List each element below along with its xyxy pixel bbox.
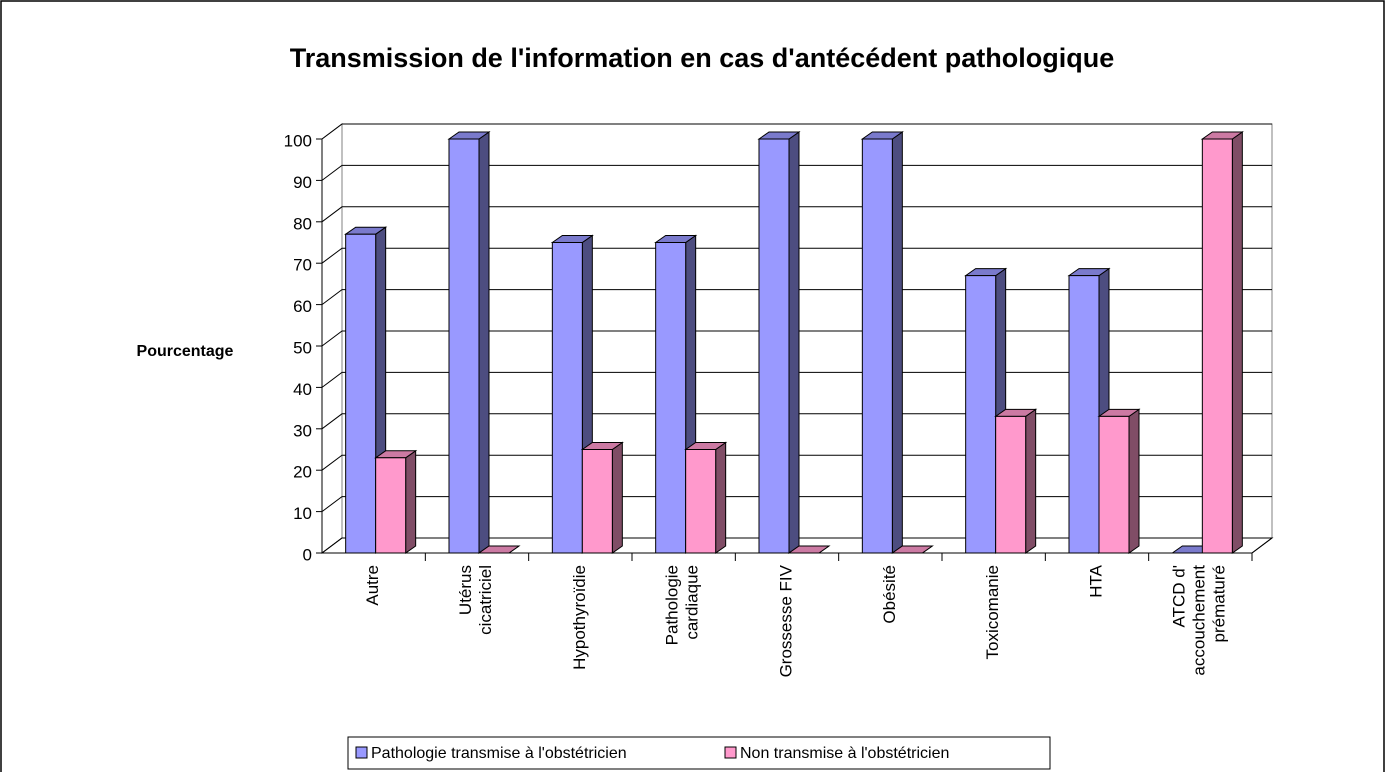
- x-tick-label-group: Hypothyroïdie: [570, 565, 589, 670]
- x-tick-label: Toxicomanie: [983, 565, 1002, 660]
- bar-side: [1231, 131, 1243, 554]
- bar: [758, 138, 790, 554]
- grid-line: [321, 206, 1272, 223]
- x-tick-label-group: Obésité: [880, 565, 899, 624]
- bar-side: [405, 449, 417, 554]
- x-tick-label: Utéruscicatriciel: [456, 565, 495, 635]
- bar: [861, 138, 893, 554]
- legend-box: [347, 736, 1051, 770]
- y-tick-label: 40: [293, 380, 312, 399]
- legend-swatch: [355, 746, 368, 759]
- y-tick-label: 90: [293, 173, 312, 192]
- x-tick-label: Pathologiecardiaque: [663, 565, 702, 645]
- grid-line: [321, 454, 1272, 471]
- x-tick-label-group: HTA: [1086, 564, 1105, 597]
- bar-side: [1128, 408, 1140, 554]
- bar: [1201, 138, 1233, 554]
- bar-top: [890, 545, 934, 554]
- bar-side: [478, 131, 490, 554]
- grid-line: [321, 123, 1272, 140]
- bar: [1068, 275, 1100, 554]
- x-tick-label-group: Toxicomanie: [983, 565, 1002, 660]
- grid-line: [321, 164, 1272, 181]
- bar-side: [1025, 408, 1037, 554]
- bar: [1098, 415, 1130, 554]
- y-tick-label: 30: [293, 421, 312, 440]
- x-tick-label-group: Utéruscicatriciel: [456, 565, 495, 635]
- bar: [448, 138, 480, 554]
- bar: [655, 242, 687, 554]
- bar-top: [787, 545, 831, 554]
- legend-label: Non transmise à l'obstétricien: [740, 745, 949, 762]
- y-tick-label: 60: [293, 297, 312, 316]
- grid-line: [321, 371, 1272, 388]
- floor-edge: [1251, 537, 1273, 554]
- bar: [581, 449, 613, 554]
- chart-title: Transmission de l'information en cas d'a…: [290, 43, 1114, 73]
- bar-side: [788, 131, 800, 554]
- bar: [345, 233, 377, 554]
- y-tick-label: 50: [293, 338, 312, 357]
- bar-side: [891, 131, 903, 554]
- y-tick-label: 20: [293, 463, 312, 482]
- x-tick-label-group: ATCD d'accouchementprématuré: [1170, 565, 1229, 676]
- x-tick-label: Obésité: [880, 565, 899, 624]
- y-tick-label: 70: [293, 256, 312, 275]
- bar: [965, 275, 997, 554]
- grid-line: [321, 537, 1272, 554]
- bar: [375, 457, 407, 554]
- x-tick-label: Grossesse FIV: [776, 564, 795, 677]
- x-tick-label-group: Grossesse FIV: [776, 564, 795, 677]
- bar-side: [715, 441, 727, 554]
- x-tick-label: HTA: [1086, 564, 1105, 597]
- grid-line: [321, 496, 1272, 513]
- grid-line: [321, 247, 1272, 264]
- y-tick-label: 10: [293, 504, 312, 523]
- bar-top: [477, 545, 521, 554]
- x-tick-label-group: Pathologiecardiaque: [663, 565, 702, 645]
- legend-label: Pathologie transmise à l'obstétricien: [371, 745, 627, 762]
- grid-line: [321, 413, 1272, 430]
- x-tick-label: ATCD d'accouchementprématuré: [1170, 565, 1229, 676]
- grid-line: [321, 289, 1272, 306]
- bar: [685, 449, 717, 554]
- x-tick-label: Hypothyroïdie: [570, 565, 589, 670]
- y-tick-label: 80: [293, 214, 312, 233]
- bar-side: [611, 441, 623, 554]
- y-axis-label: Pourcentage: [137, 343, 234, 360]
- legend-swatch: [724, 746, 737, 759]
- x-tick-label-group: Autre: [363, 565, 382, 606]
- bar: [551, 242, 583, 554]
- grid-line: [321, 330, 1272, 347]
- x-tick-label: Autre: [363, 565, 382, 606]
- y-tick-label: 0: [303, 545, 312, 564]
- y-tick-label: 100: [284, 131, 312, 150]
- bar: [995, 415, 1027, 554]
